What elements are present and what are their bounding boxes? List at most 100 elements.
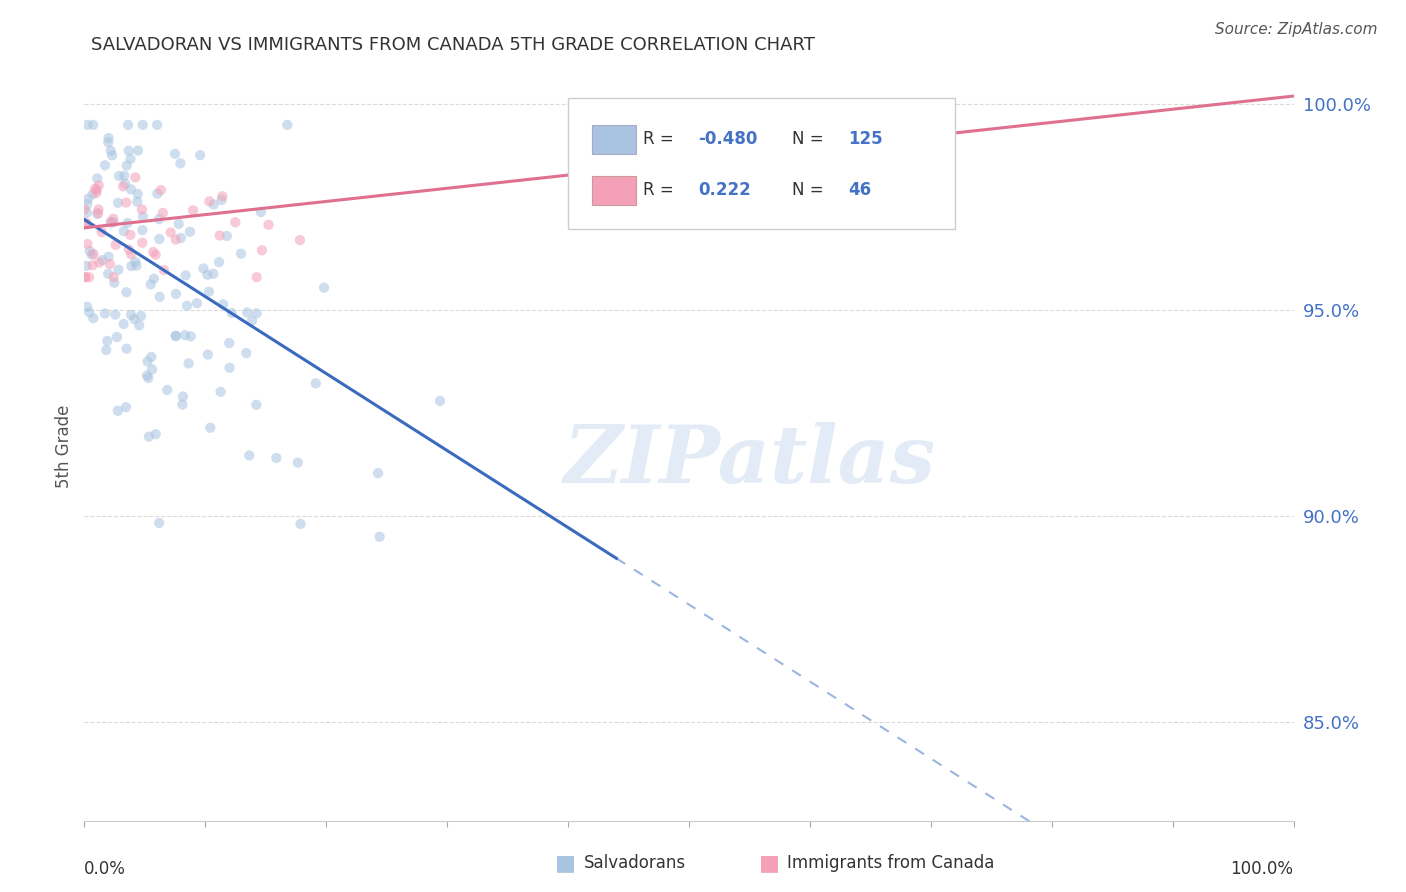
Point <box>107 262 129 277</box>
Point <box>139 277 162 292</box>
Point <box>108 169 131 183</box>
Point <box>112 224 135 238</box>
Point <box>107 404 129 418</box>
Point <box>120 182 142 196</box>
Point <box>77 192 100 206</box>
Point <box>305 376 328 391</box>
Point <box>176 299 198 313</box>
Point <box>115 342 138 356</box>
Point <box>76 205 98 219</box>
FancyBboxPatch shape <box>592 125 636 153</box>
Point <box>148 232 170 246</box>
Point <box>79 305 101 319</box>
Point <box>112 179 135 194</box>
Point <box>146 186 169 201</box>
Point <box>211 189 233 203</box>
Text: 0.222: 0.222 <box>699 181 751 199</box>
Point <box>250 205 273 219</box>
Point <box>86 207 108 221</box>
Point <box>98 257 121 271</box>
Point <box>82 311 104 326</box>
Point <box>208 255 231 269</box>
Point <box>127 194 149 209</box>
Point <box>80 248 103 262</box>
Point <box>188 148 211 162</box>
Point <box>198 285 221 299</box>
Point <box>156 383 179 397</box>
Point <box>367 466 389 480</box>
Point <box>245 398 267 412</box>
Point <box>73 202 96 217</box>
Point <box>96 343 118 357</box>
Point <box>90 225 112 239</box>
Point <box>250 244 273 258</box>
Point <box>163 146 186 161</box>
Point <box>276 118 298 132</box>
Point <box>76 237 98 252</box>
Text: N =: N = <box>792 130 824 148</box>
Point <box>224 215 246 229</box>
Point <box>94 158 117 172</box>
Point <box>174 268 197 283</box>
Point <box>198 194 221 209</box>
Point <box>125 259 148 273</box>
Point <box>238 449 260 463</box>
Text: 125: 125 <box>849 130 883 148</box>
Point <box>82 187 104 202</box>
Point <box>101 148 124 162</box>
Text: -0.480: -0.480 <box>699 130 758 148</box>
Point <box>86 171 108 186</box>
Point <box>103 215 125 229</box>
Text: Salvadorans: Salvadorans <box>583 855 686 872</box>
Point <box>149 183 172 197</box>
Point <box>146 118 169 132</box>
FancyBboxPatch shape <box>592 176 636 205</box>
Point <box>197 268 219 282</box>
Point <box>100 216 122 230</box>
Point <box>75 215 97 229</box>
Point <box>131 235 153 250</box>
Point <box>159 226 181 240</box>
Point <box>215 229 238 244</box>
Text: SALVADORAN VS IMMIGRANTS FROM CANADA 5TH GRADE CORRELATION CHART: SALVADORAN VS IMMIGRANTS FROM CANADA 5TH… <box>91 36 815 54</box>
Point <box>120 227 142 242</box>
Point <box>132 210 155 224</box>
Text: ■: ■ <box>759 854 780 873</box>
Point <box>142 245 165 260</box>
Point <box>212 297 235 311</box>
Point <box>97 136 120 150</box>
Point <box>266 450 288 465</box>
Point <box>75 270 97 285</box>
Point <box>114 177 136 191</box>
Point <box>76 300 98 314</box>
Point <box>200 421 222 435</box>
Text: 100.0%: 100.0% <box>1230 860 1294 878</box>
Text: R =: R = <box>643 130 673 148</box>
Point <box>152 206 174 220</box>
Point <box>118 243 141 257</box>
Point <box>181 203 204 218</box>
Point <box>221 306 243 320</box>
Point <box>240 313 263 327</box>
Point <box>208 228 231 243</box>
Text: ■: ■ <box>555 854 576 873</box>
Point <box>170 231 193 245</box>
Point <box>167 217 190 231</box>
Point <box>118 144 141 158</box>
Point <box>148 212 170 227</box>
Point <box>165 233 187 247</box>
Point <box>115 195 138 210</box>
Text: 46: 46 <box>849 181 872 199</box>
Point <box>82 258 104 272</box>
Point <box>202 197 225 211</box>
Point <box>149 290 172 304</box>
Point <box>97 250 120 264</box>
Point <box>77 270 100 285</box>
Point <box>287 456 309 470</box>
Point <box>246 306 269 320</box>
Point <box>83 247 105 261</box>
Point <box>138 429 160 443</box>
Text: 0.0%: 0.0% <box>84 860 127 878</box>
Point <box>141 362 163 376</box>
Point <box>145 248 167 262</box>
